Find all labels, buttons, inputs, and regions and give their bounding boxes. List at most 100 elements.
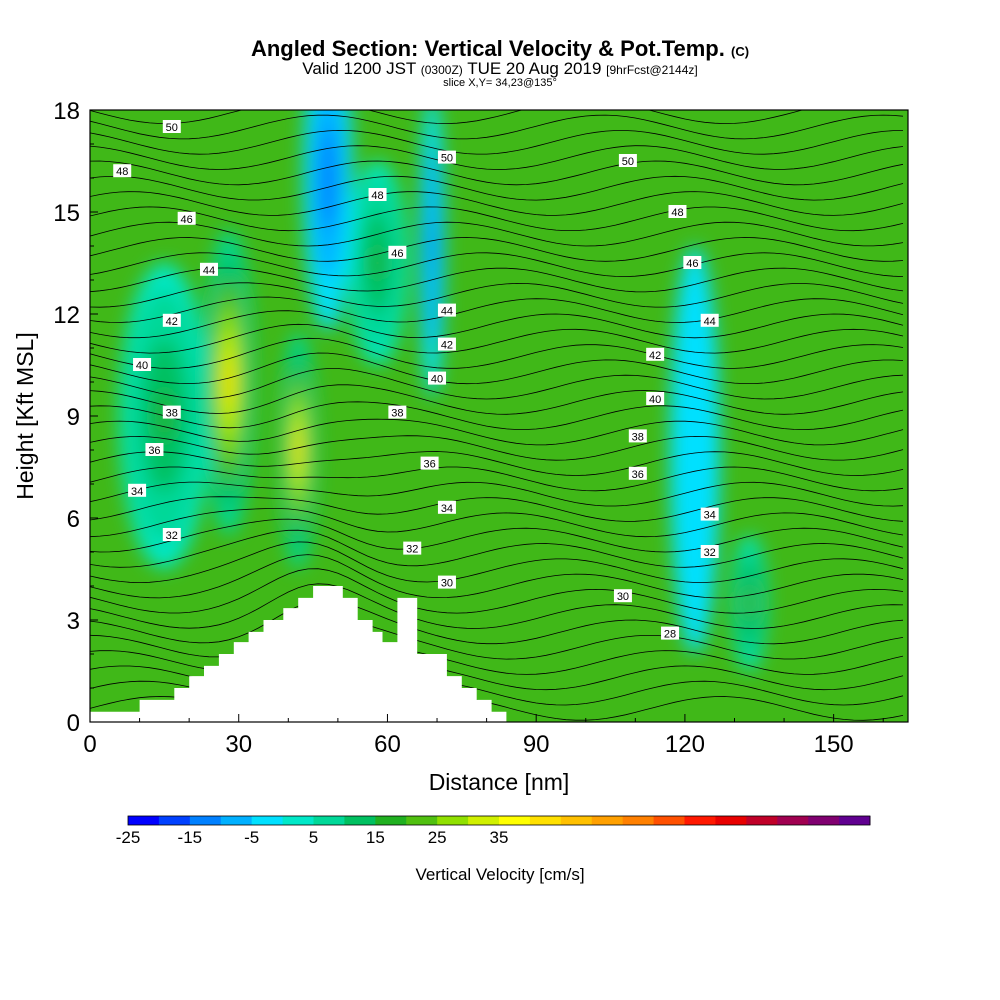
colorbar-frame xyxy=(127,815,871,826)
isentrope-label-bg xyxy=(128,483,147,497)
isentrope-label-bg xyxy=(133,358,152,371)
colorbar-tick-label: 15 xyxy=(366,828,385,847)
isentrope-label: 42 xyxy=(437,337,456,352)
isentrope-label-bg xyxy=(162,313,181,327)
isentrope-label-bg xyxy=(661,626,680,640)
isentrope-line xyxy=(90,160,904,186)
chart-title: Angled Section: Vertical Velocity & Pot.… xyxy=(0,36,1000,62)
isentrope-label-bg xyxy=(162,405,181,419)
colorbar-swatch xyxy=(839,816,871,825)
isentrope-line xyxy=(90,541,904,584)
isentrope-line xyxy=(90,496,904,522)
isentrope-label-text: 36 xyxy=(423,459,435,471)
velocity-band xyxy=(690,416,699,484)
isentrope-label-bg xyxy=(613,589,632,603)
velocity-core xyxy=(670,246,720,654)
copyright-mark: (C) xyxy=(731,44,750,59)
isentrope-label-text: 40 xyxy=(431,374,443,386)
isentrope-line xyxy=(90,451,904,476)
isentrope-line xyxy=(90,267,904,293)
colorbar-swatch xyxy=(746,816,778,825)
colorbar-swatch xyxy=(406,816,438,825)
colorbar-tick-label: -15 xyxy=(178,828,203,847)
isentrope-label: 36 xyxy=(628,466,647,481)
isentrope-line xyxy=(90,191,904,216)
colorbar-swatch xyxy=(437,816,469,825)
y-tick-label: 9 xyxy=(67,404,80,431)
isentrope-line xyxy=(90,252,904,278)
isentrope-label-text: 46 xyxy=(686,258,698,270)
isentrope-label: 40 xyxy=(428,371,447,386)
isentrope-line xyxy=(90,435,904,461)
x-axis-label: Distance [nm] xyxy=(429,769,570,795)
isentrope-label: 34 xyxy=(700,507,719,522)
isentrope-line xyxy=(90,337,904,369)
y-tick-label: 12 xyxy=(53,302,80,329)
chart-subtitle: Valid 1200 JST (0300Z) TUE 20 Aug 2019 [… xyxy=(0,59,1000,79)
x-tick-label: 150 xyxy=(814,731,854,758)
colorbar-swatch xyxy=(158,816,191,825)
colorbar-swatch xyxy=(220,816,253,825)
isentrope-label-text: 44 xyxy=(441,306,453,318)
y-tick-label: 15 xyxy=(53,200,80,227)
isentrope-label: 40 xyxy=(646,392,665,406)
isentrope-label-text: 40 xyxy=(136,360,148,372)
isentrope-label: 46 xyxy=(388,245,407,260)
isentrope-label-text: 32 xyxy=(406,544,418,556)
isentrope-label-text: 44 xyxy=(704,316,716,328)
isentrope-label-text: 40 xyxy=(649,394,661,406)
isentrope-label: 48 xyxy=(368,188,387,202)
isentrope-labels: 50 48 46 44 42 40 38 36 34 32 48 46 50 44 42 40 38 36 34 32… xyxy=(113,120,719,641)
colorbar-swatch xyxy=(375,816,407,825)
colorbar-tick-label: 5 xyxy=(309,828,318,847)
isentrope-line xyxy=(90,323,904,354)
colorbar-swatch xyxy=(622,816,655,825)
isentrope-label: 50 xyxy=(162,120,181,134)
colorbar-tick-label: 25 xyxy=(428,828,447,847)
isentrope-label-text: 34 xyxy=(704,510,716,522)
isentrope-label: 34 xyxy=(437,500,456,515)
isentrope-line xyxy=(90,110,804,125)
isentrope-line xyxy=(90,583,904,629)
x-tick-label: 0 xyxy=(83,731,96,758)
colorbar-swatch xyxy=(251,816,284,825)
slice-info: slice X,Y= 34,23@135° xyxy=(443,77,557,89)
isentrope-label-text: 50 xyxy=(441,153,453,165)
isentrope-line xyxy=(90,310,904,339)
colorbar: -25 -15 -5 5 15 25 35 xyxy=(116,815,871,847)
colorbar-swatch xyxy=(591,816,624,825)
forecast-info: [9hrFcst@2144z] xyxy=(606,63,698,77)
isentrope-label-bg xyxy=(628,466,647,480)
isentrope-label-bg xyxy=(420,456,439,470)
isentrope-label-text: 42 xyxy=(649,350,661,362)
isentrope-label: 36 xyxy=(420,456,439,471)
isentrope-label-text: 30 xyxy=(617,591,629,603)
isentrope-line xyxy=(90,221,904,247)
velocity-band xyxy=(295,430,302,470)
colorbar-swatch xyxy=(499,816,531,825)
isentrope-line xyxy=(90,352,904,385)
isentrope-label-bg xyxy=(437,500,456,514)
valid-time: Valid 1200 JST xyxy=(302,59,417,78)
isentrope-label: 34 xyxy=(128,483,147,498)
isentrope-label: 28 xyxy=(661,626,680,641)
isentrope-label-text: 34 xyxy=(131,486,143,498)
isentrope-label-bg xyxy=(437,303,456,317)
isentrope-line xyxy=(90,175,904,201)
colorbar-label: Vertical Velocity [cm/s] xyxy=(415,865,584,884)
colorbar-swatch xyxy=(344,816,376,825)
velocity-core xyxy=(204,229,254,535)
isentrope-label: 40 xyxy=(133,358,152,372)
x-tick-label: 60 xyxy=(374,731,401,758)
isentrope-label: 42 xyxy=(646,347,665,362)
y-tick-label: 6 xyxy=(67,506,80,533)
chart-title-text: Angled Section: Vertical Velocity & Pot.… xyxy=(250,36,725,61)
isentrope-label-bg xyxy=(646,347,665,361)
isentrope-label: 38 xyxy=(388,405,407,420)
valid-utc: (0300Z) xyxy=(420,63,463,77)
velocity-core xyxy=(732,535,767,671)
colorbar-swatch xyxy=(808,816,840,825)
isentrope-line xyxy=(90,206,904,232)
isentrope-label-text: 48 xyxy=(671,207,683,219)
